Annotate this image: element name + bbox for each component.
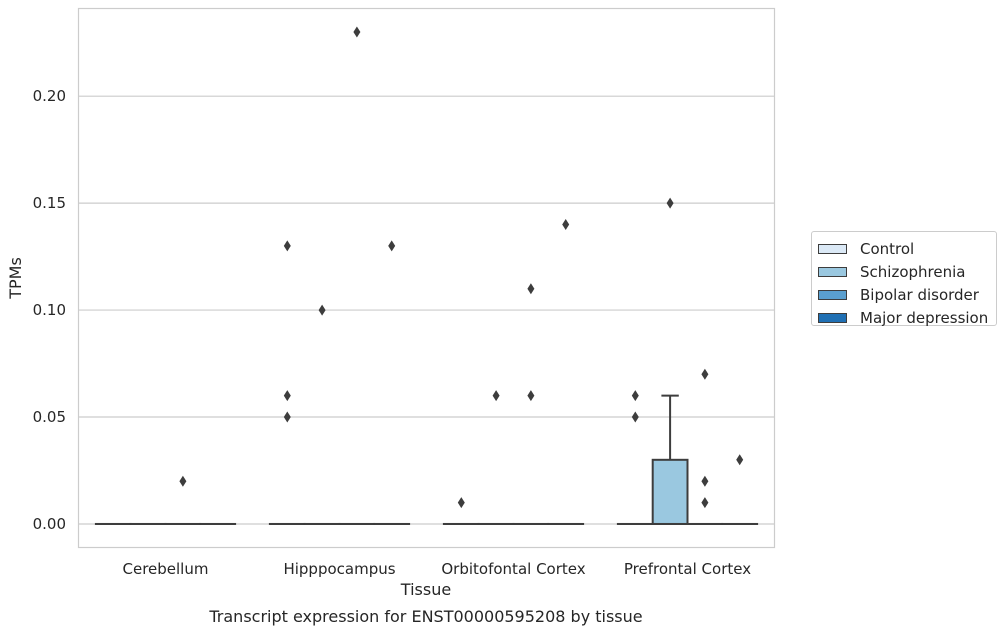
y-tick-label: 0.15 <box>33 194 66 212</box>
outlier-point <box>527 283 535 295</box>
x-axis-label: Tissue <box>400 580 451 599</box>
box-group <box>268 240 306 525</box>
outlier-point <box>283 390 291 402</box>
box-group <box>651 197 689 525</box>
outlier-point <box>631 411 639 423</box>
legend-item-control: Control <box>818 237 996 260</box>
chart-caption: Transcript expression for ENST0000059520… <box>208 607 642 626</box>
legend-label: Major depression <box>860 308 989 327</box>
box-group <box>512 283 550 525</box>
outlier-point <box>388 240 396 252</box>
plot-frame <box>77 7 776 549</box>
outlier-point <box>666 197 674 209</box>
outlier-point <box>631 390 639 402</box>
outlier-point <box>701 475 709 487</box>
legend-label: Control <box>860 239 915 258</box>
legend-item-bipolar-disorder: Bipolar disorder <box>818 283 996 306</box>
box-group <box>373 240 411 525</box>
box <box>651 458 689 525</box>
x-tick-label: Prefrontal Cortex <box>624 560 751 578</box>
box-group <box>547 219 585 525</box>
outlier-point <box>701 368 709 380</box>
outlier-point <box>283 411 291 423</box>
box-marks <box>94 26 759 525</box>
box-group <box>721 454 759 525</box>
outlier-point <box>283 240 291 252</box>
x-tick-label: Cerebellum <box>123 560 209 578</box>
outlier-point <box>353 26 361 38</box>
legend-swatch <box>818 243 847 254</box>
legend-swatch <box>818 266 847 277</box>
outlier-point <box>318 304 326 316</box>
legend-swatch <box>818 312 847 323</box>
outlier-point <box>527 390 535 402</box>
outlier-point <box>179 475 187 487</box>
box-group <box>616 390 654 525</box>
y-tick-label: 0.05 <box>33 408 66 426</box>
box-group <box>442 497 480 525</box>
box-group <box>338 26 376 525</box>
y-tick-label: 0.20 <box>33 87 66 105</box>
outlier-point <box>562 219 570 231</box>
box-group <box>303 304 341 525</box>
y-tick-labels: 0.00 0.05 0.10 0.15 0.20 <box>33 87 66 533</box>
legend: Control Schizophrenia Bipolar disorder M… <box>811 231 997 329</box>
x-tick-labels: Cerebellum Hipppocampus Orbitofontal Corte… <box>123 560 752 578</box>
outlier-point <box>736 454 744 466</box>
outlier-point <box>457 497 465 509</box>
x-tick-label: Hipppocampus <box>283 560 395 578</box>
outlier-point <box>701 497 709 509</box>
y-tick-label: 0.00 <box>33 515 66 533</box>
legend-item-schizophrenia: Schizophrenia <box>818 260 996 283</box>
outlier-point <box>492 390 500 402</box>
x-tick-label: Orbitofontal Cortex <box>441 560 585 578</box>
legend-swatch <box>818 289 847 300</box>
box-group <box>686 368 724 525</box>
legend-label: Schizophrenia <box>860 262 966 281</box>
box-group <box>164 475 202 525</box>
legend-item-major-depression: Major depression <box>818 306 996 329</box>
y-tick-label: 0.10 <box>33 301 66 319</box>
y-axis-label: TPMs <box>6 257 25 300</box>
box-group <box>477 390 515 525</box>
legend-label: Bipolar disorder <box>860 285 979 304</box>
